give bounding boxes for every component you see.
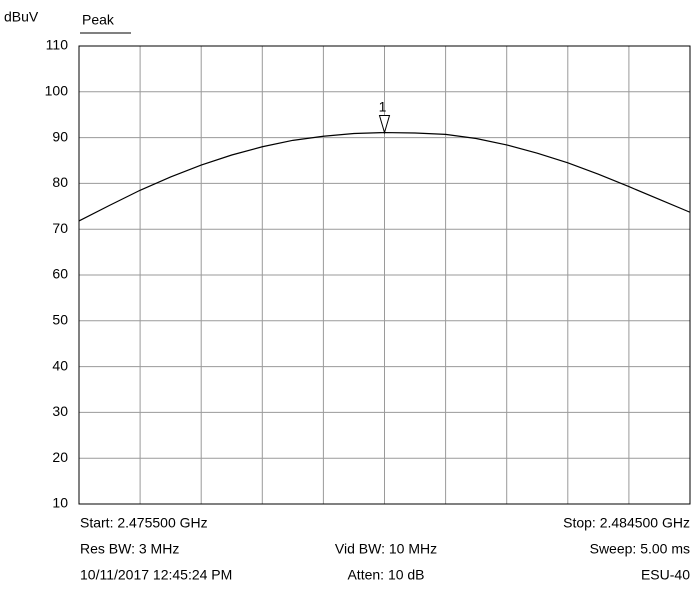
y-tick-label: 70 [52, 220, 68, 236]
footer-datetime: 10/11/2017 12:45:24 PM [80, 567, 232, 583]
footer-atten: Atten: 10 dB [347, 567, 424, 583]
footer-stop: Stop: 2.484500 GHz [563, 515, 690, 531]
plot-frame [78, 45, 691, 505]
y-tick-label: 80 [52, 174, 68, 190]
footer-sweep: Sweep: 5.00 ms [590, 541, 690, 557]
footer-start: Start: 2.475500 GHz [80, 515, 208, 531]
y-tick-label: 30 [52, 403, 68, 419]
y-tick-label: 60 [52, 266, 68, 282]
marker [378, 115, 391, 135]
y-tick-label: 40 [52, 357, 68, 373]
y-tick-label: 90 [52, 128, 68, 144]
trace-label: Peak [82, 12, 115, 28]
footer-vid-bw: Vid BW: 10 MHz [335, 541, 437, 557]
y-tick-label: 50 [52, 312, 68, 328]
y-tick-label: 110 [46, 37, 69, 53]
y-tick-label: 100 [45, 83, 69, 99]
footer-device: ESU-40 [641, 567, 690, 583]
marker-label: 1 [379, 98, 387, 114]
footer-res-bw: Res BW: 3 MHz [80, 541, 179, 557]
y-tick-label: 20 [52, 449, 68, 465]
y-tick-label: 10 [52, 495, 68, 511]
y-unit: dBuV [4, 9, 39, 25]
